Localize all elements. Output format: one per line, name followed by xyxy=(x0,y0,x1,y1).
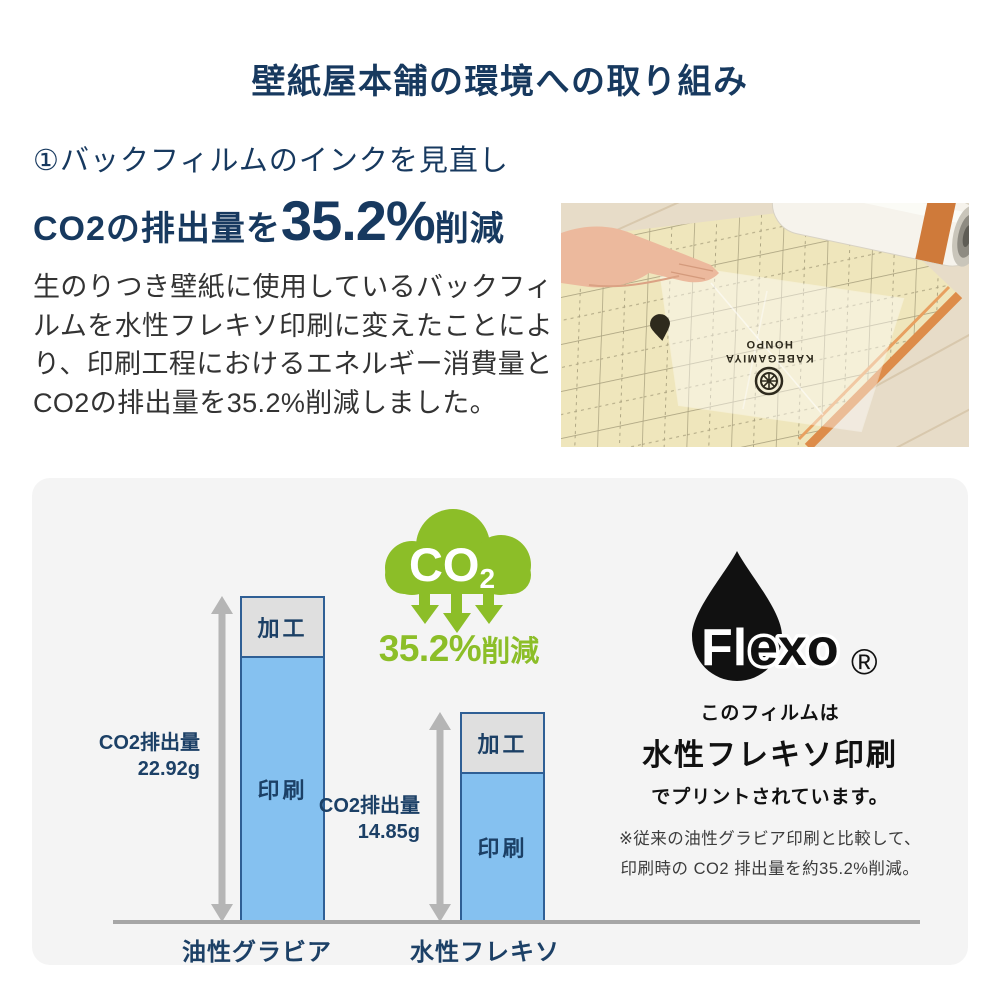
cloud-co2-text: CO2 xyxy=(409,538,495,594)
reduction-caption: 35.2%削減 xyxy=(350,628,568,670)
svg-text:exo: exo xyxy=(749,619,839,677)
total-arrow-gravure xyxy=(211,596,233,922)
flexo-info-column: Fl exo exo ® このフィルムは 水性フレキソ印刷 でプリントされていま… xyxy=(572,546,968,879)
bar-flexo-processing-segment: 加工 xyxy=(462,714,543,774)
headline-value: 35.2% xyxy=(280,188,436,252)
bar-gravure-printing-segment: 印刷 xyxy=(242,658,323,920)
hand xyxy=(561,226,719,288)
roll-orange-band xyxy=(915,203,957,265)
category-label-flexo: 水性フレキソ xyxy=(410,939,560,966)
page-title: 壁紙屋本舗の環境への取り組み xyxy=(251,63,749,101)
svg-text:KABEGAMIYA: KABEGAMIYA xyxy=(724,352,813,364)
headline-prefix: CO2の排出量を xyxy=(33,209,281,248)
wallpaper-roll-photo: KABEGAMIYA HONPO xyxy=(561,203,969,447)
total-arrow-flexo xyxy=(429,712,451,922)
clear-film: KABEGAMIYA HONPO xyxy=(650,261,905,433)
segment-label: 加工 xyxy=(257,616,308,641)
intro-section: ①バックフィルムのインクを見直し CO2の排出量を35.2%削減 生のりつき壁紙… xyxy=(33,143,969,450)
film-gear-logo xyxy=(754,366,784,396)
comparison-panel: 加工 印刷 CO2排出量 22.92g 加工 印刷 CO2排出量 14.85g … xyxy=(32,478,968,966)
headline-suffix: 削減 xyxy=(434,209,505,248)
category-label-gravure: 油性グラビア xyxy=(182,939,332,966)
intro-text-column: ①バックフィルムのインクを見直し CO2の排出量を35.2%削減 生のりつき壁紙… xyxy=(33,143,561,450)
intro-paragraph: 生のりつき壁紙に使用しているバックフィルムを水性フレキソ印刷に変えたことにより、… xyxy=(33,271,554,419)
segment-label: 加工 xyxy=(477,732,528,757)
bar-flexo-printing-segment: 印刷 xyxy=(462,774,543,920)
paper-orange-edge xyxy=(804,291,963,447)
film-droplet-mark xyxy=(650,314,670,341)
flexo-footnote-line1: ※従来の油性グラビア印刷と比較して、 xyxy=(618,830,921,848)
bar-flexo: 加工 印刷 xyxy=(460,712,545,922)
flexo-caption-line1: このフィルムは xyxy=(700,703,840,724)
total-co2-gravure: CO2排出量 22.92g xyxy=(98,732,200,780)
svg-text:HONPO: HONPO xyxy=(745,338,793,350)
step-heading: ①バックフィルムのインクを見直し xyxy=(33,145,509,177)
svg-text:exo: exo xyxy=(749,619,839,677)
total-co2-flexo: CO2排出量 14.85g xyxy=(318,795,420,843)
flexo-logo: Fl exo exo ® xyxy=(692,551,878,682)
reduction-value: 35.2% xyxy=(378,628,482,669)
segment-label: 印刷 xyxy=(477,836,528,861)
bar-gravure-processing-segment: 加工 xyxy=(242,598,323,658)
wallpaper-roll-photo-illustration: KABEGAMIYA HONPO xyxy=(561,203,969,447)
segment-label: 印刷 xyxy=(257,778,308,803)
flexo-caption-line3: でプリントされています。 xyxy=(651,787,889,808)
chart-baseline xyxy=(113,920,920,924)
bar-gravure: 加工 印刷 xyxy=(240,596,325,922)
flexo-footnote-line2: 印刷時の CO2 排出量を約35.2%削減。 xyxy=(620,860,920,878)
flexo-caption-line2: 水性フレキソ印刷 xyxy=(642,739,898,772)
co2-cloud-icon: CO2 xyxy=(370,500,545,640)
registered-mark: ® xyxy=(851,641,878,682)
reduction-suffix: 削減 xyxy=(481,636,540,668)
svg-text:Fl: Fl xyxy=(701,619,747,677)
flexo-droplet-icon xyxy=(692,551,782,681)
wallpaper-roll xyxy=(771,203,969,267)
film-brand-text: KABEGAMIYA HONPO xyxy=(724,338,813,364)
co2-reduction-headline: CO2の排出量を35.2%削減 xyxy=(33,192,561,250)
